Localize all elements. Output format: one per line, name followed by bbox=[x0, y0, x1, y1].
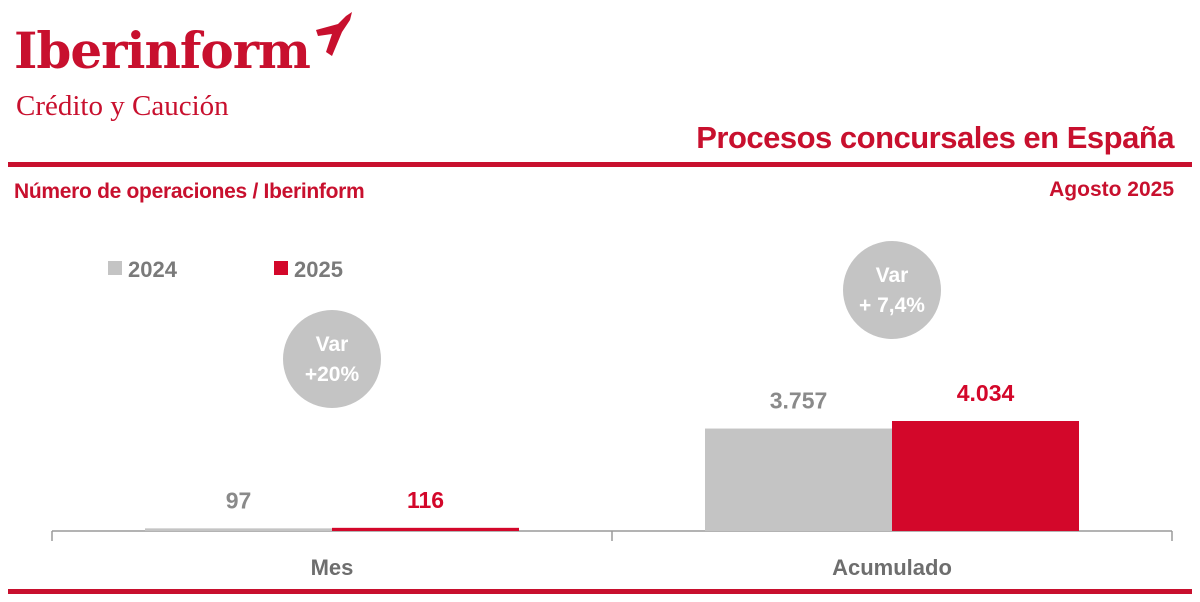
chart-period: Agosto 2025 bbox=[1049, 178, 1174, 201]
page-title: Procesos concursales en España bbox=[696, 120, 1174, 155]
header-divider bbox=[8, 162, 1192, 167]
variation-value: +20% bbox=[305, 363, 360, 386]
data-label: 3.757 bbox=[770, 388, 828, 414]
chart-subtitle: Número de operaciones / Iberinform bbox=[14, 180, 365, 203]
variation-label: Var bbox=[876, 264, 909, 287]
variation-bubble bbox=[843, 241, 941, 339]
x-tick-label: Acumulado bbox=[832, 555, 952, 580]
variation-label: Var bbox=[316, 333, 349, 356]
plane-wing-icon bbox=[316, 12, 352, 56]
bar-mes-2025 bbox=[332, 527, 519, 531]
bar-acumulado-2025 bbox=[892, 421, 1079, 531]
legend-label: 2025 bbox=[294, 257, 343, 282]
x-tick-label: Mes bbox=[311, 555, 354, 580]
brand-tagline: Crédito y Caución bbox=[16, 90, 229, 122]
variation-bubble bbox=[283, 310, 381, 408]
brand-logo-wordmark: Iberinform bbox=[14, 21, 311, 80]
legend-swatch bbox=[108, 261, 122, 275]
data-label: 4.034 bbox=[957, 380, 1015, 406]
legend-swatch bbox=[274, 261, 288, 275]
bar-mes-2024 bbox=[145, 528, 332, 531]
bar-acumulado-2024 bbox=[705, 428, 892, 531]
footer-divider bbox=[8, 589, 1192, 594]
legend-label: 2024 bbox=[128, 257, 178, 282]
variation-value: + 7,4% bbox=[859, 294, 925, 317]
data-label: 116 bbox=[407, 487, 444, 513]
data-label: 97 bbox=[226, 487, 252, 513]
